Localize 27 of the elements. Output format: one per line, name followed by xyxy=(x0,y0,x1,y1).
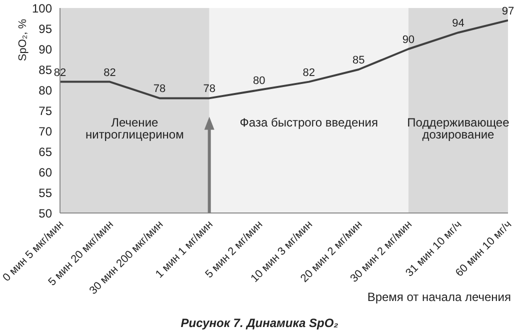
data-label: 94 xyxy=(452,18,464,30)
data-label: 82 xyxy=(104,66,116,79)
data-label: 78 xyxy=(153,83,166,96)
x-axis-title: Время от начала лечения xyxy=(367,290,511,304)
data-label: 80 xyxy=(252,75,266,87)
data-label: 85 xyxy=(352,54,365,66)
y-tick-label: 100 xyxy=(32,1,52,16)
data-label: 97 xyxy=(502,5,514,18)
y-tick-label: 55 xyxy=(38,186,52,200)
band-label: Лечение нитроглицерином xyxy=(85,116,184,142)
y-tick-label: 50 xyxy=(38,206,52,220)
text: Рисунок 7. Динамика SpO₂ xyxy=(180,316,340,330)
y-axis-title: SpO₂, % xyxy=(17,18,29,62)
y-tick-label: 85 xyxy=(38,62,52,77)
data-label: 90 xyxy=(402,34,415,46)
y-tick-label: 60 xyxy=(38,165,52,180)
y-tick-label: 90 xyxy=(38,42,52,56)
y-tick-label: 95 xyxy=(38,22,52,36)
data-label: 82 xyxy=(54,66,66,79)
y-tick-label: 80 xyxy=(38,83,52,98)
y-tick-label: 70 xyxy=(38,124,52,138)
band-label: Поддерживающее дозирование xyxy=(407,116,510,142)
data-label: 82 xyxy=(302,66,316,79)
data-label: 78 xyxy=(203,83,216,96)
y-tick-label: 65 xyxy=(38,144,52,159)
band-label: Фаза быстрого введения xyxy=(240,116,378,130)
y-tick-label: 75 xyxy=(38,104,52,118)
